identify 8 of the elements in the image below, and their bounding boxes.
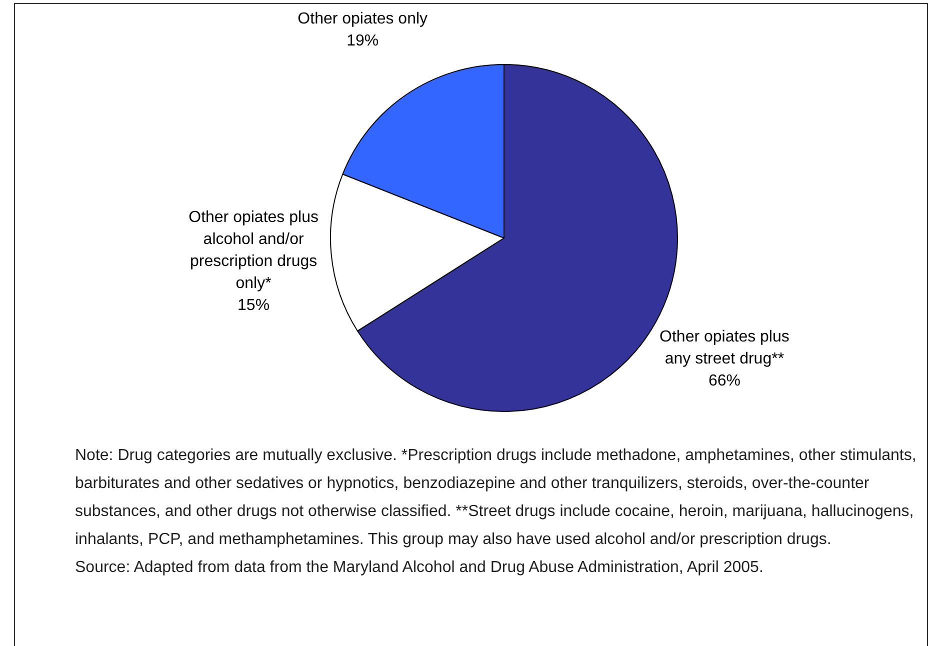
slice-label: Other opiates plus alcohol and/or prescription drugs only* bbox=[188, 209, 318, 292]
data-label: 15% bbox=[238, 297, 270, 314]
slice-label: Other opiates plus any street drug** bbox=[660, 328, 790, 368]
source-note: Source: Adapted from data from the Maryland Alcohol and Drug Abuse Administration, April 2005. bbox=[75, 558, 764, 578]
data-label: 19% bbox=[346, 32, 379, 50]
data-label: 66% bbox=[708, 372, 740, 390]
text: Note: Drug categories are mutually exclusive. *Prescription drugs include methadone, amphetamines, other stimulants, barbiturates and other sedatives or hypnotics, benzodiazepine and other tranquilizers, steroids, over-the-counter substances, and other drugs not otherwise classified. **Street drugs include cocaine, heroin, marijuana, hallucinogens, inhalants, PCP, and methamphetamines. This group may also have used alcohol and/or prescription drugs. bbox=[75, 446, 918, 550]
slice-label: Other opiates only bbox=[298, 10, 428, 28]
